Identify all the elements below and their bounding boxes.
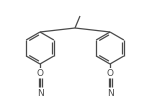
Text: O: O: [36, 68, 43, 77]
Text: N: N: [107, 88, 113, 97]
Text: O: O: [106, 68, 114, 77]
Text: N: N: [37, 88, 43, 97]
